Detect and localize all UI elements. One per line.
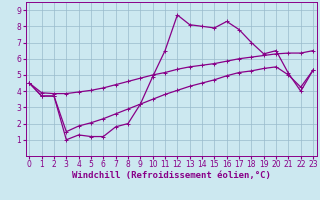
X-axis label: Windchill (Refroidissement éolien,°C): Windchill (Refroidissement éolien,°C) (72, 171, 271, 180)
